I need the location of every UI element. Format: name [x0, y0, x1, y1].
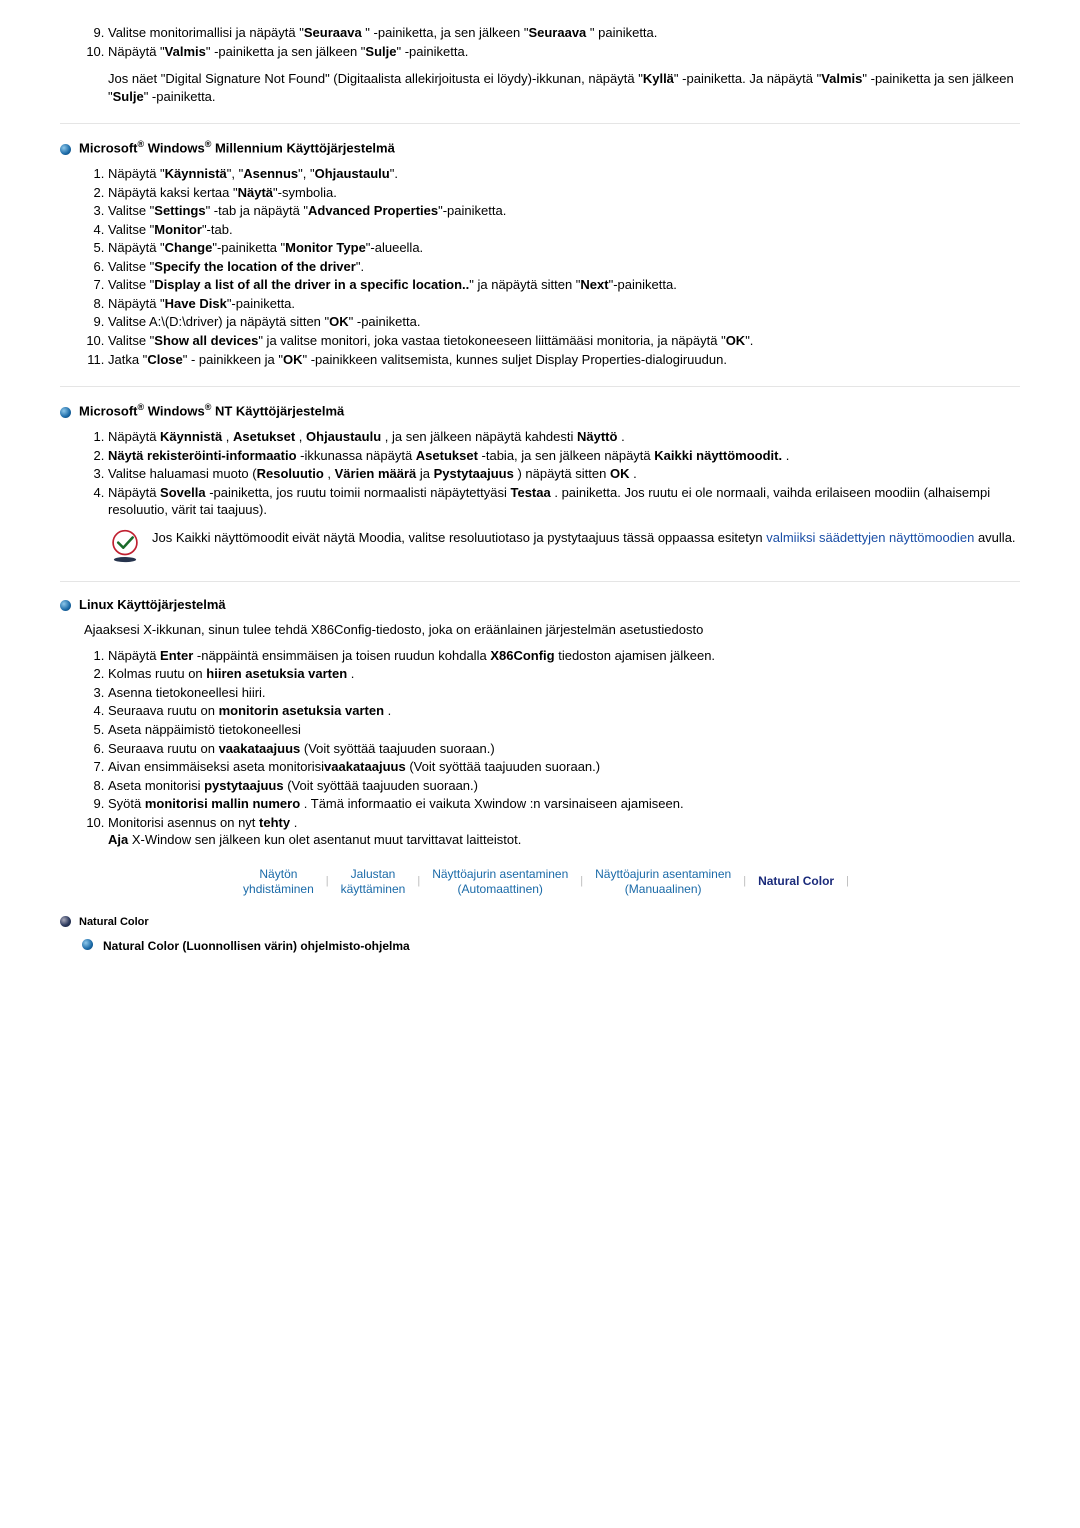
- list-item: Näpäytä Enter -näppäintä ensimmäisen ja …: [108, 647, 1020, 665]
- subheading-natural-color: Natural Color (Luonnollisen värin) ohjel…: [82, 938, 1020, 954]
- list-item: Näpäytä "Valmis" -painiketta ja sen jälk…: [108, 43, 1020, 61]
- note-paragraph: Jos näet "Digital Signature Not Found" (…: [108, 70, 1020, 105]
- list-item: Aseta monitorisi pystytaajuus (Voit syöt…: [108, 777, 1020, 795]
- list-item: Valitse "Display a list of all the drive…: [108, 276, 1020, 294]
- bullet-icon: [60, 916, 71, 927]
- linux-intro: Ajaaksesi X-ikkunan, sinun tulee tehdä X…: [84, 621, 1020, 639]
- nav-link-stand[interactable]: Jalustankäyttäminen: [329, 867, 418, 897]
- nav-separator: |: [846, 874, 849, 889]
- section-natural-color: Natural Color Natural Color (Luonnollise…: [60, 915, 1020, 954]
- bullet-icon: [60, 600, 71, 611]
- list-item: Seuraava ruutu on vaakataajuus (Voit syö…: [108, 740, 1020, 758]
- list-item: Näpäytä Käynnistä , Asetukset , Ohjausta…: [108, 428, 1020, 446]
- section-linux: Linux Käyttöjärjestelmä Ajaaksesi X-ikku…: [60, 596, 1020, 849]
- tip-icon: [108, 529, 142, 563]
- list-item: Valitse "Specify the location of the dri…: [108, 258, 1020, 276]
- divider: [60, 123, 1020, 124]
- list-item: Valitse A:\(D:\driver) ja näpäytä sitten…: [108, 313, 1020, 331]
- list-linux: Näpäytä Enter -näppäintä ensimmäisen ja …: [60, 647, 1020, 849]
- preset-modes-link[interactable]: valmiiksi säädettyjen näyttömoodien: [766, 530, 974, 545]
- list-item: Jatka "Close" - painikkeen ja "OK" -pain…: [108, 351, 1020, 369]
- list-item: Valitse "Monitor"-tab.: [108, 221, 1020, 239]
- list-item: Aivan ensimmäiseksi aseta monitorisivaak…: [108, 758, 1020, 776]
- list-item: Valitse "Settings" -tab ja näpäytä "Adva…: [108, 202, 1020, 220]
- list-item: Monitorisi asennus on nyt tehty .Aja X-W…: [108, 814, 1020, 849]
- nav-link-natural-color[interactable]: Natural Color: [746, 874, 846, 889]
- section-millennium: Microsoft® Windows® Millennium Käyttöjär…: [60, 138, 1020, 368]
- list-item: Näpäytä Sovella -painiketta, jos ruutu t…: [108, 484, 1020, 519]
- list-item: Näpäytä "Have Disk"-painiketta.: [108, 295, 1020, 313]
- heading-millennium: Microsoft® Windows® Millennium Käyttöjär…: [60, 138, 1020, 157]
- note-text: Jos Kaikki näyttömoodit eivät näytä Mood…: [152, 529, 1016, 547]
- list-item: Kolmas ruutu on hiiren asetuksia varten …: [108, 665, 1020, 683]
- list-item: Valitse haluamasi muoto (Resoluutio , Vä…: [108, 465, 1020, 483]
- section-nt: Microsoft® Windows® NT Käyttöjärjestelmä…: [60, 401, 1020, 563]
- list-item: Näpäytä "Käynnistä", "Asennus", "Ohjaust…: [108, 165, 1020, 183]
- list-item: Aseta näppäimistö tietokoneellesi: [108, 721, 1020, 739]
- bullet-icon: [60, 144, 71, 155]
- bullet-icon: [82, 939, 93, 950]
- list-item: Asenna tietokoneellesi hiiri.: [108, 684, 1020, 702]
- list-item: Näpäytä "Change"-painiketta "Monitor Typ…: [108, 239, 1020, 257]
- bottom-nav: Näytönyhdistäminen | Jalustankäyttäminen…: [60, 867, 1020, 897]
- heading-natural-color: Natural Color: [60, 915, 1020, 930]
- divider: [60, 386, 1020, 387]
- nav-link-display-connect[interactable]: Näytönyhdistäminen: [231, 867, 326, 897]
- note-row-nt: Jos Kaikki näyttömoodit eivät näytä Mood…: [108, 529, 1020, 563]
- list-item: Näpäytä kaksi kertaa "Näytä"-symbolia.: [108, 184, 1020, 202]
- divider: [60, 581, 1020, 582]
- list-item: Valitse "Show all devices" ja valitse mo…: [108, 332, 1020, 350]
- heading-nt: Microsoft® Windows® NT Käyttöjärjestelmä: [60, 401, 1020, 420]
- list-millennium: Näpäytä "Käynnistä", "Asennus", "Ohjaust…: [60, 165, 1020, 368]
- list-item: Syötä monitorisi mallin numero . Tämä in…: [108, 795, 1020, 813]
- bullet-icon: [60, 407, 71, 418]
- section-prev-continuation: Valitse monitorimallisi ja näpäytä "Seur…: [60, 24, 1020, 105]
- list-item: Näytä rekisteröinti-informaatio -ikkunas…: [108, 447, 1020, 465]
- heading-linux: Linux Käyttöjärjestelmä: [60, 596, 1020, 614]
- list-nt: Näpäytä Käynnistä , Asetukset , Ohjausta…: [60, 428, 1020, 519]
- list-item: Valitse monitorimallisi ja näpäytä "Seur…: [108, 24, 1020, 42]
- list-prev: Valitse monitorimallisi ja näpäytä "Seur…: [60, 24, 1020, 60]
- nav-link-driver-manual[interactable]: Näyttöajurin asentaminen(Manuaalinen): [583, 867, 743, 897]
- list-item: Seuraava ruutu on monitorin asetuksia va…: [108, 702, 1020, 720]
- nav-link-driver-auto[interactable]: Näyttöajurin asentaminen(Automaattinen): [420, 867, 580, 897]
